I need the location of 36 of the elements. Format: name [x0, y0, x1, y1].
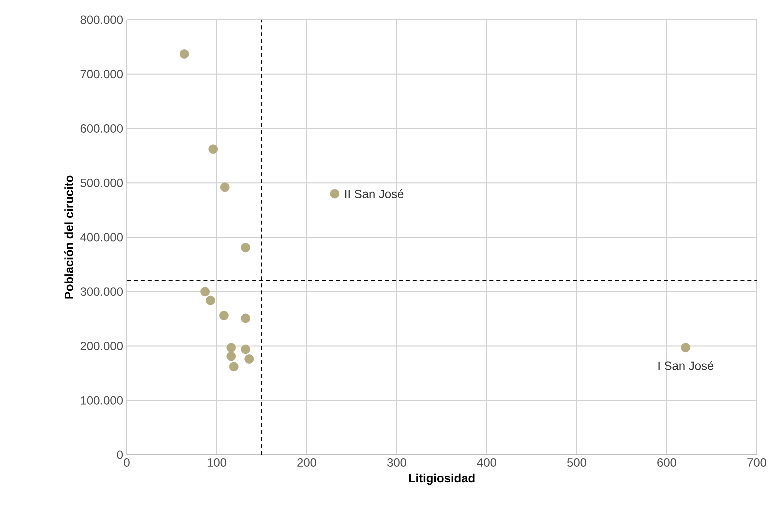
- x-tick-label: 600: [658, 458, 677, 467]
- point: [241, 314, 250, 324]
- y-tick-label: 300.000: [80, 288, 124, 296]
- point: [206, 296, 216, 306]
- point: [681, 343, 691, 353]
- point: [220, 311, 229, 320]
- x-tick-label: 700: [748, 458, 767, 467]
- x-tick-label: 100: [208, 458, 227, 467]
- annotation: I San José: [658, 361, 714, 370]
- y-tick-label: 400.000: [80, 233, 124, 242]
- point: [241, 344, 250, 354]
- y-axis-title: Población del cirucito: [64, 176, 74, 299]
- point: [226, 343, 236, 353]
- point: [220, 182, 230, 192]
- y-tick-label: 200.000: [80, 342, 124, 350]
- x-tick-label: 500: [568, 458, 587, 467]
- y-tick-label: 700.000: [80, 70, 124, 79]
- point: [180, 50, 190, 59]
- x-tick-label: 400: [477, 458, 497, 467]
- point: [241, 243, 250, 253]
- point: [229, 362, 239, 372]
- y-tick-label: 600.000: [80, 124, 124, 133]
- point: [226, 352, 236, 362]
- point: [208, 144, 218, 154]
- x-tick-label: 0: [124, 458, 130, 467]
- y-tick-label: 500.000: [80, 178, 124, 188]
- x-tick-label: 200: [298, 458, 317, 467]
- point: [200, 287, 210, 297]
- annotation: II San José: [346, 190, 404, 198]
- x-axis-title: Litigiosidad: [409, 474, 475, 486]
- y-tick-label: 100.000: [81, 396, 124, 405]
- point: [330, 189, 340, 199]
- x-tick-label: 300: [387, 458, 407, 467]
- y-tick-label: 800.000: [80, 16, 124, 24]
- point: [244, 354, 254, 364]
- y-tick-label: 0: [117, 450, 124, 460]
